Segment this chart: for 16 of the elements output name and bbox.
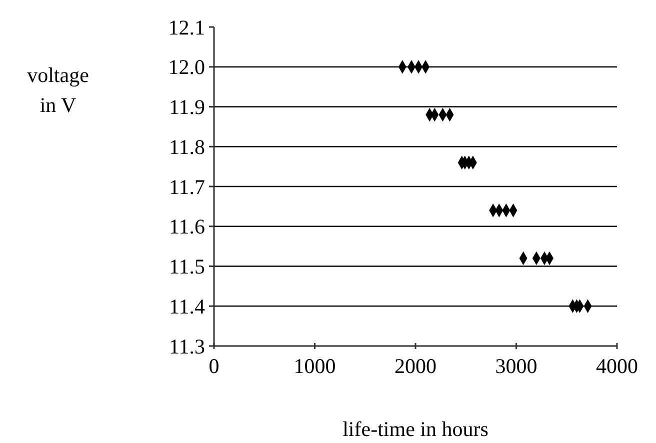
x-tick-label: 3000 — [495, 354, 538, 378]
y-tick-label: 12.0 — [168, 55, 205, 80]
x-tick-label: 4000 — [596, 354, 638, 378]
y-tick-label: 12.1 — [168, 15, 205, 40]
y-tick-label: 11.9 — [169, 95, 205, 120]
x-axis-title: life-time in hours — [342, 417, 488, 441]
y-tick-label: 11.3 — [169, 334, 205, 358]
y-tick-label: 11.6 — [169, 214, 205, 239]
y-tick-label: 11.5 — [169, 254, 205, 279]
x-tick-label: 0 — [208, 354, 220, 378]
y-tick-label: 11.8 — [169, 134, 205, 159]
y-axis-title: voltage in V — [27, 63, 89, 117]
y-tick-label: 11.7 — [169, 174, 205, 199]
x-tick-label: 1000 — [294, 354, 336, 378]
y-tick-label: 11.4 — [169, 294, 206, 318]
x-tick-label: 2000 — [394, 354, 436, 378]
